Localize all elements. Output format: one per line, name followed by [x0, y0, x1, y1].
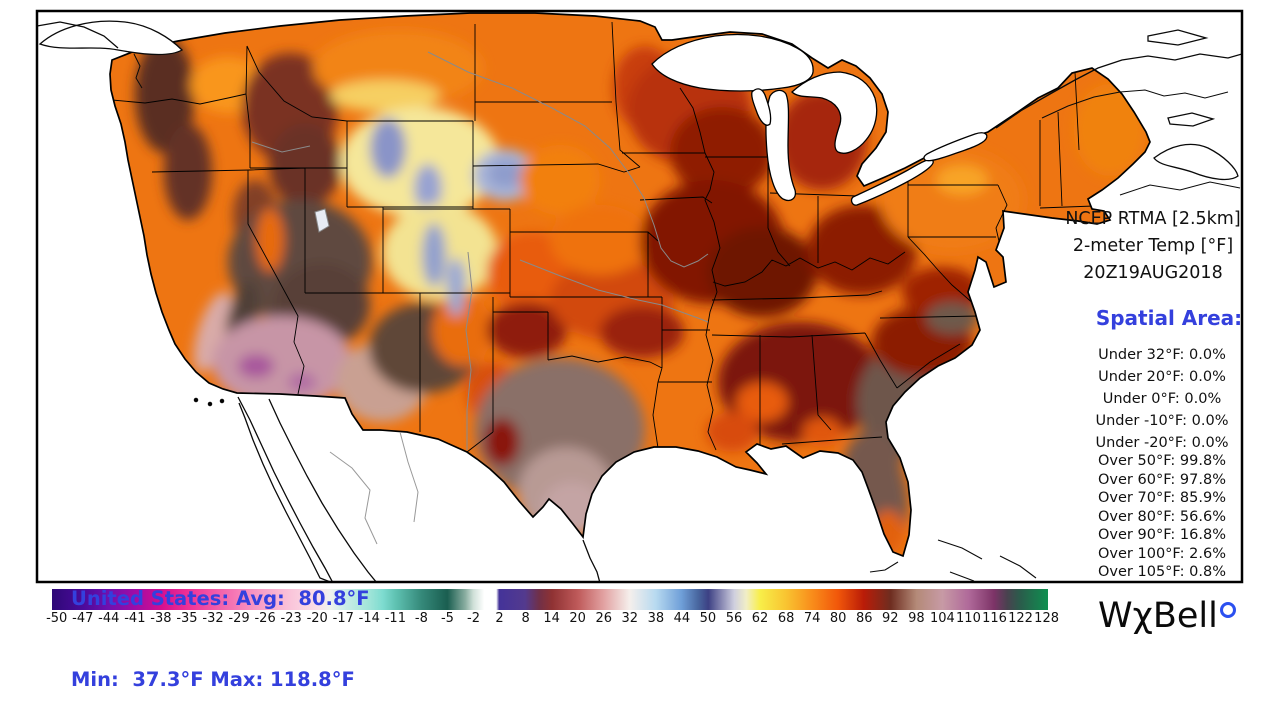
temperature-field: [110, 13, 1150, 556]
colorbar-tick: 8: [521, 611, 530, 626]
colorbar-tick: 44: [673, 611, 691, 626]
weatherbell-map-page: { "title": { "line1": "NCEP RTMA [2.5km]…: [35, 9, 1258, 691]
colorbar-tick: 80: [829, 611, 847, 626]
stat-line: Over 50°F: 99.8%: [1098, 453, 1226, 469]
colorbar-tick: -47: [72, 611, 94, 626]
colorbar-tick: 122: [1008, 611, 1033, 626]
stat-line: Over 100°F: 2.6%: [1098, 545, 1226, 562]
map-frame: [35, 9, 1244, 584]
colorbar-tick: 92: [882, 611, 899, 626]
colorbar-tick: -29: [228, 611, 250, 626]
green-bay: [751, 88, 772, 126]
colorbar-tick: -8: [414, 611, 428, 626]
colorbar-tick: -38: [150, 611, 172, 626]
model-name: NCEP RTMA [2.5km]: [1065, 209, 1241, 229]
colorbar-tick: 2: [495, 611, 504, 626]
stat-line: Over 90°F: 16.8%: [1098, 527, 1226, 543]
min-max-temp-line: Min: 37.3°F Max: 118.8°F: [71, 668, 355, 691]
us-temperature-map: [35, 9, 1244, 584]
colorbar-tick: 104: [929, 611, 955, 626]
colorbar-tick: -26: [254, 611, 276, 626]
colorbar-tick: 56: [725, 611, 743, 626]
us-summary-stats: United States: Avg: 80.8°F Min: 37.3°F M…: [71, 531, 370, 720]
under-threshold-stats: Under 32°F: 0.0% Under 20°F: 0.0% Under …: [1072, 344, 1252, 454]
parameter-name: 2-meter Temp [°F]: [1072, 236, 1234, 256]
colorbar-tick: -20: [306, 611, 328, 626]
lake-ontario: [923, 132, 988, 162]
stat-line: Over 70°F: 85.9%: [1098, 490, 1226, 506]
stat-line: Under -10°F: 0.0%: [1095, 413, 1229, 429]
colorbar-tick: 26: [595, 611, 613, 626]
colorbar-tick: 116: [982, 611, 1007, 626]
degree-icon: [1219, 602, 1236, 618]
lake-erie: [850, 159, 934, 206]
colorbar-tick: 38: [647, 611, 665, 626]
great-salt-lake: [314, 208, 330, 233]
great-lakes: [314, 33, 988, 233]
stat-line: Under 0°F: 0.0%: [1102, 391, 1222, 407]
colorbar-tick: 74: [803, 611, 821, 626]
colorbar-tick: 110: [956, 611, 981, 626]
weatherbell-logo: WχBell: [1098, 596, 1258, 636]
us-outline: [109, 12, 1151, 558]
colorbar-tick: -11: [384, 611, 406, 626]
colorbar-tick: 50: [699, 611, 717, 626]
colorbar-tick: -23: [280, 611, 302, 626]
colorbar-tick: -32: [202, 611, 224, 626]
stat-line: Over 105°F: 0.8%: [1098, 564, 1226, 580]
river-lines: [251, 51, 709, 450]
lake-michigan: [765, 89, 797, 202]
colorbar-tick: -44: [98, 611, 120, 626]
colorbar-tick: -14: [358, 611, 380, 626]
lake-superior: [651, 33, 814, 92]
colorbar-tick: 128: [1034, 611, 1060, 626]
colorbar-tick: 14: [543, 611, 560, 626]
stat-line: Under -20°F: 0.0%: [1095, 435, 1229, 451]
colorbar-tick: 20: [569, 611, 586, 626]
colorbar-tick: -35: [176, 611, 198, 626]
colorbar-tick: 86: [855, 611, 873, 626]
stat-line: Over 60°F: 97.8%: [1098, 471, 1226, 488]
stat-line: Under 20°F: 0.0%: [1098, 369, 1226, 385]
lake-huron: [791, 71, 878, 154]
colorbar-tick: -50: [46, 611, 68, 626]
logo-text: WχBell: [1098, 596, 1218, 636]
temperature-colorbar: [52, 589, 1048, 610]
stat-line: Over 80°F: 56.6%: [1098, 508, 1226, 525]
colorbar-tick: -2: [467, 611, 480, 626]
over-threshold-stats: Over 50°F: 99.8% Over 60°F: 97.8% Over 7…: [1072, 452, 1252, 582]
colorbar-tick: 98: [908, 611, 925, 626]
map-title-block: NCEP RTMA [2.5km] 2-meter Temp [°F] 20Z1…: [1058, 206, 1248, 287]
colorbar-tick: -41: [124, 611, 146, 626]
colorbar-tick: -17: [332, 611, 354, 626]
colorbar-tick-labels: -50 -47 -44 -41 -38 -35 -32 -29 -26 -23 -20 -17 -14-…: [46, 611, 1059, 629]
valid-time: 20Z19AUG2018: [1083, 263, 1223, 283]
avg-temp-line: United States: Avg: 80.8°F: [71, 587, 370, 610]
neighbor-coastlines: [37, 20, 1242, 582]
stat-line: Under 32°F: 0.0%: [1098, 347, 1226, 363]
spatial-area-heading: Spatial Area:: [1095, 306, 1243, 330]
state-borders: [111, 21, 1095, 453]
colorbar-tick: 32: [621, 611, 639, 626]
colorbar-tick: 68: [777, 611, 795, 626]
colorbar-tick: 62: [751, 611, 769, 626]
colorbar-tick: -5: [440, 611, 454, 626]
